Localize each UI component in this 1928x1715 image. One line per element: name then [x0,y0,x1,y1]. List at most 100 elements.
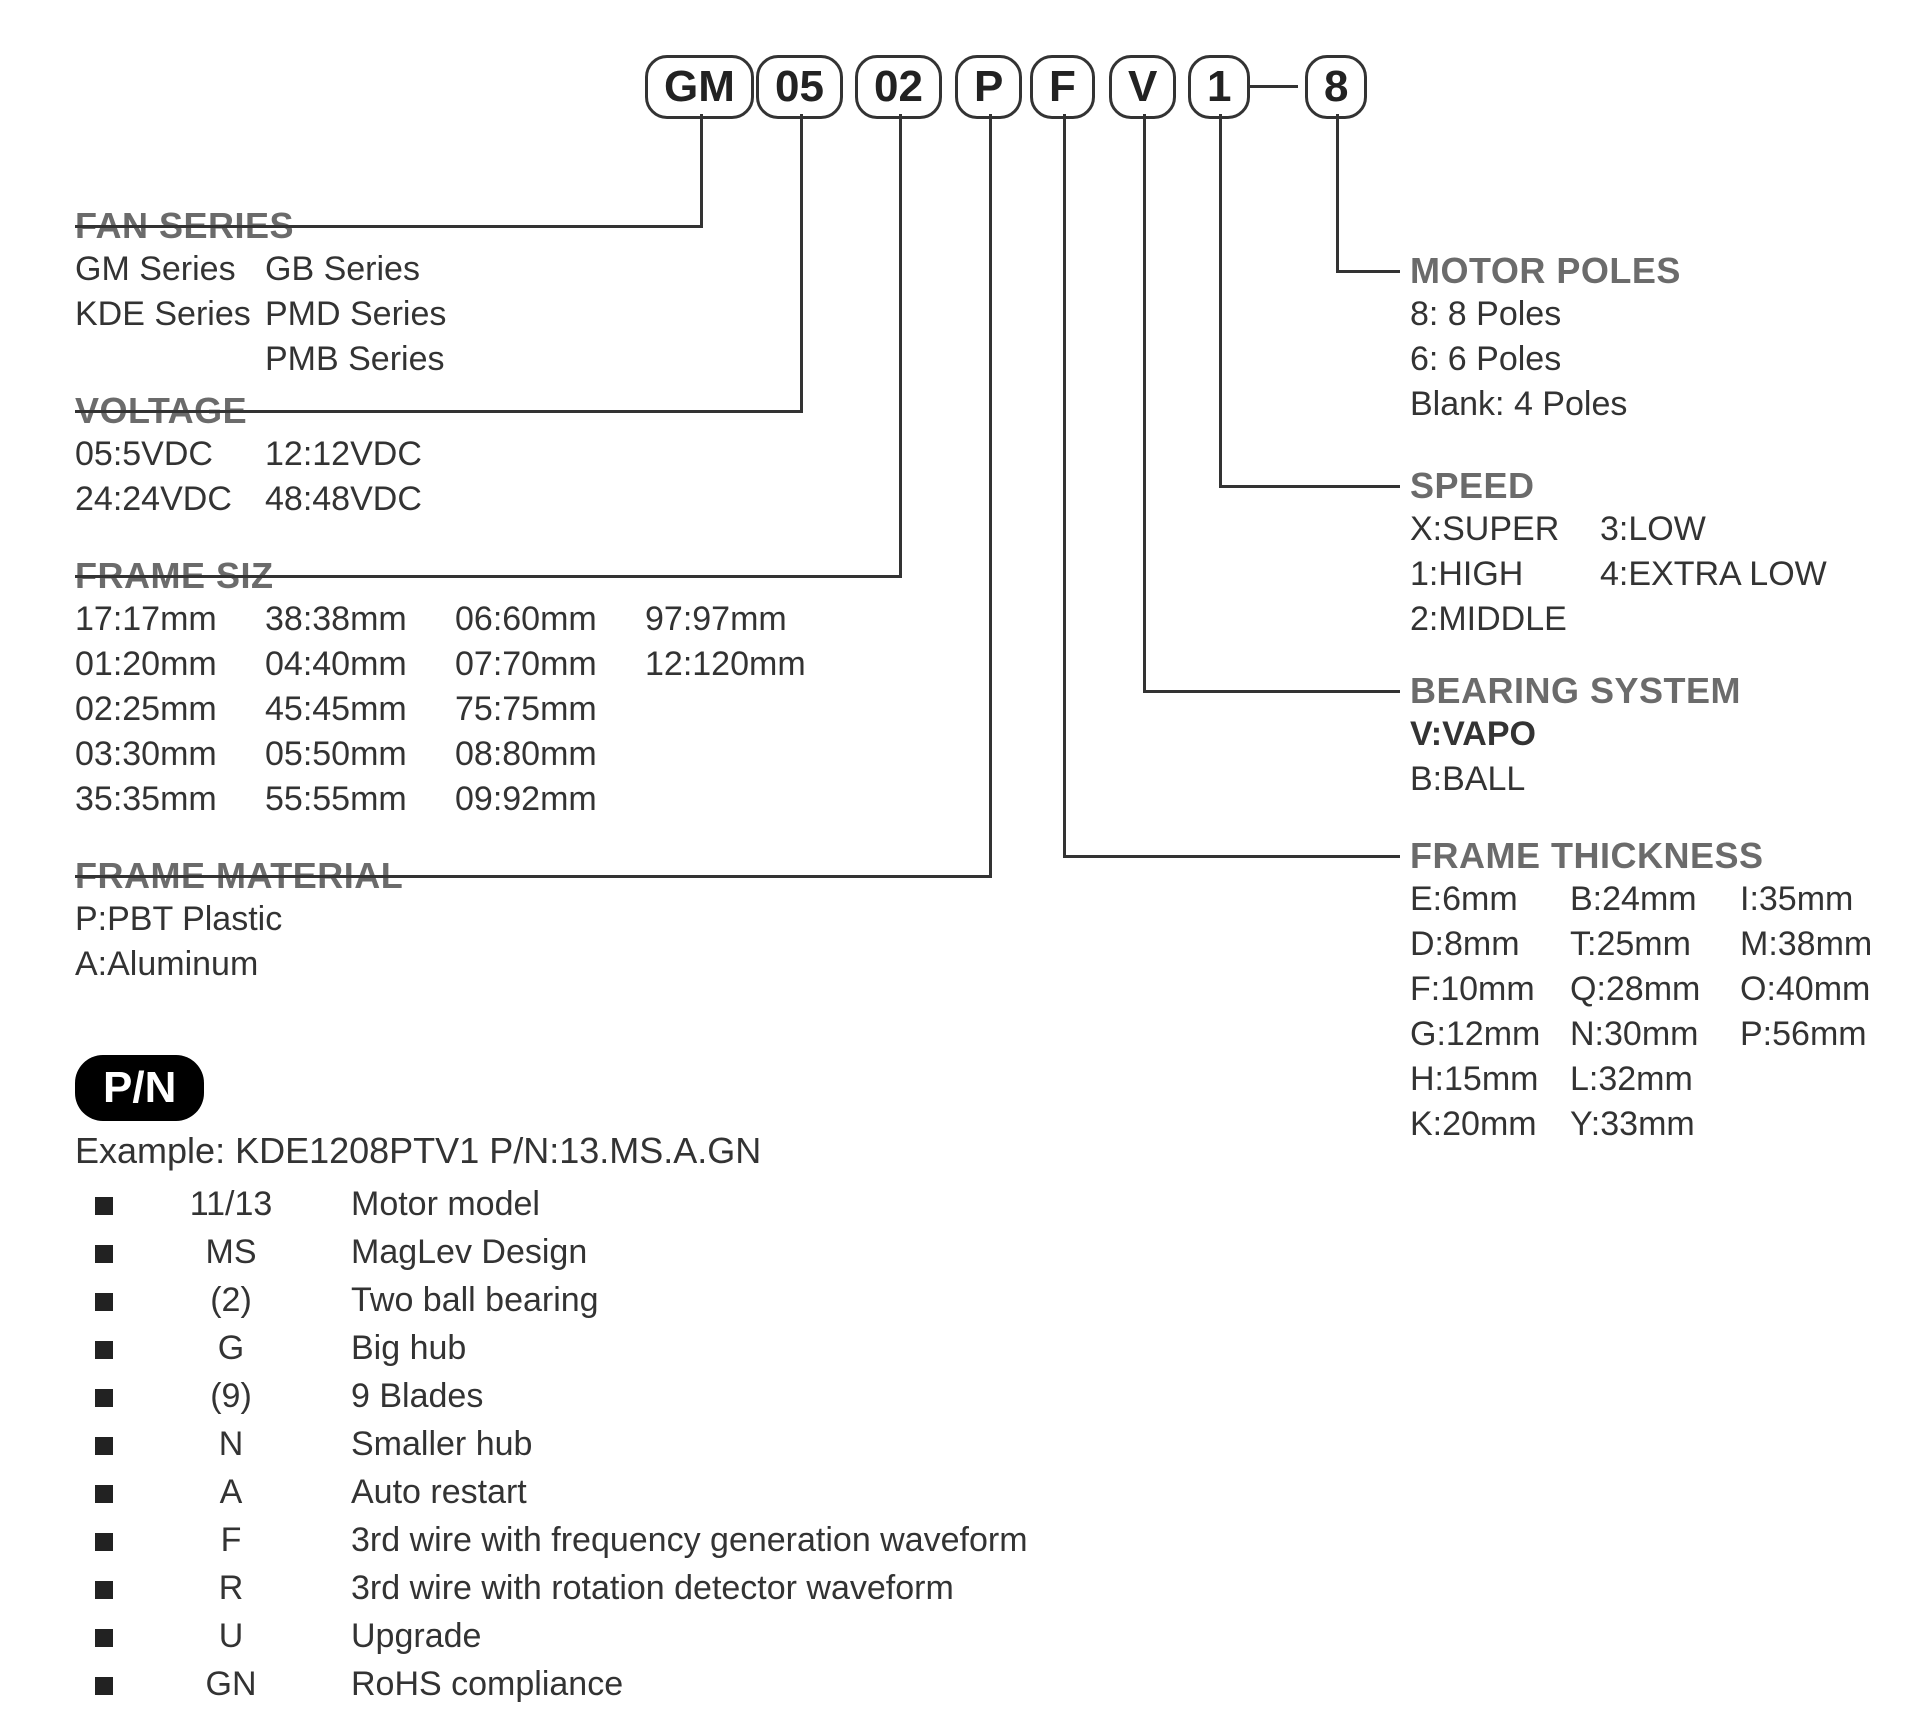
bullet-icon [95,1245,113,1263]
connector-v-3 [989,114,992,875]
pn-desc: Auto restart [351,1473,527,1512]
section-item-right-3-9: N:30mm [1570,1015,1698,1054]
code-badge-2: 02 [855,55,942,119]
section-item-right-3-5: K:20mm [1410,1105,1537,1144]
code-badge-3: P [955,55,1022,119]
connector-h-7 [1336,270,1400,273]
section-item-left-2-1: 01:20mm [75,645,217,684]
pn-row-3: G Big hub [95,1329,466,1368]
section-item-right-3-12: I:35mm [1740,880,1853,919]
section-item-left-1-2: 12:12VDC [265,435,422,474]
section-item-right-3-11: Y:33mm [1570,1105,1695,1144]
pn-desc: Big hub [351,1329,466,1368]
bullet-icon [95,1533,113,1551]
section-title-right-2: BEARING SYSTEM [1410,670,1741,712]
code-badge-6: 1 [1188,55,1250,119]
section-item-right-1-2: 2:MIDDLE [1410,600,1567,639]
section-item-right-3-7: T:25mm [1570,925,1691,964]
section-item-left-0-4: PMB Series [265,340,445,379]
connector-h-0 [75,225,703,228]
pn-code: R [151,1569,311,1608]
section-item-right-3-6: B:24mm [1570,880,1697,919]
section-item-right-3-10: L:32mm [1570,1060,1693,1099]
section-item-right-3-4: H:15mm [1410,1060,1538,1099]
section-item-right-3-0: E:6mm [1410,880,1518,919]
section-item-left-2-4: 35:35mm [75,780,217,819]
connector-v-0 [700,114,703,225]
bullet-icon [95,1341,113,1359]
pn-desc: Two ball bearing [351,1281,599,1320]
pn-row-0: 11/13 Motor model [95,1185,540,1224]
section-item-left-2-3: 03:30mm [75,735,217,774]
section-item-right-3-13: M:38mm [1740,925,1872,964]
connector-v-2 [899,114,902,575]
pn-desc: Smaller hub [351,1425,532,1464]
pn-example: Example: KDE1208PTV1 P/N:13.MS.A.GN [75,1130,761,1172]
section-title-right-1: SPEED [1410,465,1535,507]
connector-h-2 [75,575,902,578]
bullet-icon [95,1197,113,1215]
pn-desc: Motor model [351,1185,540,1224]
connector-v-1 [800,114,803,410]
section-item-left-3-0: P:PBT Plastic [75,900,282,939]
badge-connector-dash [1249,85,1298,88]
connector-v-4 [1063,114,1066,855]
connector-h-6 [1219,485,1400,488]
pn-code: (2) [151,1281,311,1320]
section-item-left-0-0: GM Series [75,250,236,289]
section-item-left-2-10: 06:60mm [455,600,597,639]
section-item-left-0-2: GB Series [265,250,420,289]
section-item-right-3-8: Q:28mm [1570,970,1700,1009]
section-item-right-1-4: 4:EXTRA LOW [1600,555,1827,594]
pn-row-7: F 3rd wire with frequency generation wave… [95,1521,1028,1560]
section-item-left-2-12: 75:75mm [455,690,597,729]
section-item-left-2-15: 97:97mm [645,600,787,639]
section-item-right-3-15: P:56mm [1740,1015,1867,1054]
pn-row-5: N Smaller hub [95,1425,532,1464]
bullet-icon [95,1437,113,1455]
connector-v-6 [1219,114,1222,485]
section-item-right-1-1: 1:HIGH [1410,555,1523,594]
section-item-left-2-0: 17:17mm [75,600,217,639]
section-item-right-0-0: 8: 8 Poles [1410,295,1561,334]
pn-row-9: UUpgrade [95,1617,481,1656]
section-item-left-1-1: 24:24VDC [75,480,232,519]
bullet-icon [95,1389,113,1407]
bullet-icon [95,1293,113,1311]
section-item-left-2-6: 04:40mm [265,645,407,684]
pn-row-1: MSMagLev Design [95,1233,587,1272]
pn-code: G [151,1329,311,1368]
pn-desc: 3rd wire with frequency generation wavef… [351,1521,1028,1560]
section-item-left-2-5: 38:38mm [265,600,407,639]
connector-h-4 [1063,855,1401,858]
section-item-left-2-9: 55:55mm [265,780,407,819]
pn-code: MS [151,1233,311,1272]
section-title-right-0: MOTOR POLES [1410,250,1681,292]
pn-row-2: (2) Two ball bearing [95,1281,599,1320]
connector-h-1 [75,410,803,413]
connector-v-7 [1336,114,1339,270]
section-item-left-0-3: PMD Series [265,295,446,334]
section-item-right-3-1: D:8mm [1410,925,1520,964]
section-item-right-2-0: V:VAPO [1410,715,1536,754]
section-item-left-2-14: 09:92mm [455,780,597,819]
section-item-left-2-11: 07:70mm [455,645,597,684]
bullet-icon [95,1677,113,1695]
connector-v-5 [1143,114,1146,690]
pn-code: N [151,1425,311,1464]
pn-row-4: (9)9 Blades [95,1377,483,1416]
code-badge-4: F [1030,55,1095,119]
bullet-icon [95,1485,113,1503]
pn-code: GN [151,1665,311,1704]
pn-code: 11/13 [151,1185,311,1224]
section-item-left-1-3: 48:48VDC [265,480,422,519]
section-item-right-1-3: 3:LOW [1600,510,1706,549]
code-badge-1: 05 [756,55,843,119]
section-item-left-3-1: A:Aluminum [75,945,258,984]
pn-desc: RoHS compliance [351,1665,623,1704]
code-badge-5: V [1109,55,1176,119]
pn-pill: P/N [75,1055,204,1121]
section-item-left-2-16: 12:120mm [645,645,806,684]
section-item-left-2-2: 02:25mm [75,690,217,729]
pn-code: F [151,1521,311,1560]
